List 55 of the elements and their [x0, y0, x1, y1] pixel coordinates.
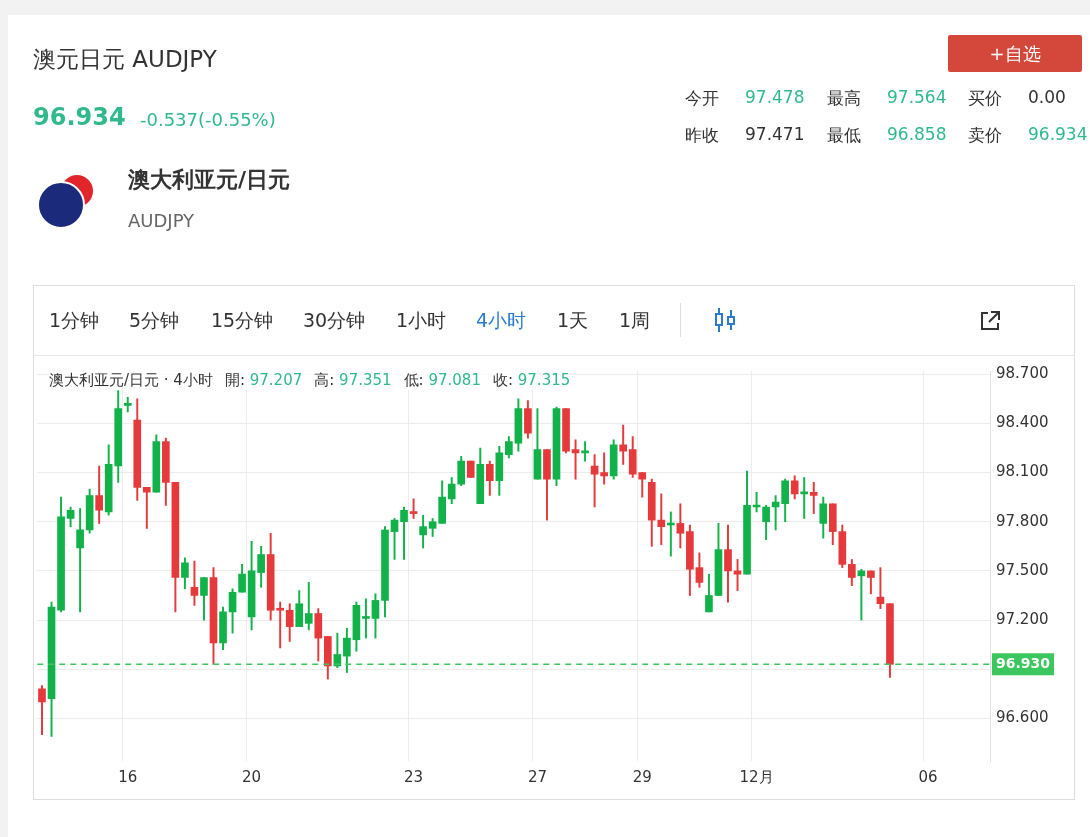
text: +自选 — [948, 35, 1082, 72]
annotation: 高: — [314, 371, 335, 389]
y-tick-label: 98.400 — [996, 413, 1049, 432]
text: 97.471 — [745, 124, 805, 144]
chart-title: 澳元日元 AUDJPY — [33, 45, 217, 74]
x-tick-label: 23 — [404, 767, 424, 786]
y-tick-label: 97.800 — [996, 511, 1049, 530]
y-tick-label: 97.200 — [996, 609, 1049, 628]
x-tick-label: 16 — [118, 767, 138, 786]
annotation: 97.081 — [428, 371, 481, 389]
y-tick-label: 98.100 — [996, 462, 1049, 481]
text: 97.564 — [887, 87, 947, 107]
annotation: 97.351 — [339, 371, 392, 389]
text: 澳大利亚元/日元 — [128, 166, 291, 194]
text: 4小时 — [476, 308, 527, 333]
chart-subtitle: 澳大利亚元/日元 · 4小时 — [49, 371, 213, 390]
text: 96.934 — [33, 103, 126, 131]
text: AUDJPY — [128, 210, 195, 231]
text: 0.00 — [1028, 87, 1066, 107]
text: 5分钟 — [129, 308, 180, 333]
text: 1分钟 — [49, 308, 100, 333]
x-tick-label: 20 — [242, 767, 262, 786]
text: 昨收 — [685, 124, 719, 147]
text: 1天 — [557, 308, 589, 333]
x-tick-label: 06 — [918, 767, 938, 786]
annotation: 開: — [224, 371, 245, 389]
y-tick-label: 97.500 — [996, 560, 1049, 579]
annotation: 低: — [403, 371, 424, 389]
candlestick — [571, 439, 580, 480]
text: 30分钟 — [303, 308, 366, 333]
candlestick — [276, 601, 285, 649]
y-tick-label: 96.600 — [996, 708, 1049, 727]
text: 15分钟 — [211, 308, 274, 333]
annotation: 97.207 — [249, 371, 303, 389]
y-tick-label: 98.700 — [996, 364, 1049, 383]
ref-line-label: 96.930 — [996, 654, 1051, 671]
x-tick-label: 12月 — [739, 767, 774, 786]
text: 买价 — [968, 87, 1002, 110]
text: 最高 — [827, 87, 861, 110]
text: 1周 — [619, 308, 651, 333]
x-tick-label: 27 — [527, 767, 547, 786]
text: 1小时 — [396, 308, 447, 333]
candlestick — [809, 482, 818, 514]
text: -0.537(-0.55%) — [140, 109, 276, 130]
text: 最低 — [827, 124, 861, 147]
text: 96.858 — [887, 124, 947, 144]
x-tick-label: 29 — [632, 767, 652, 786]
text: 卖价 — [968, 124, 1002, 147]
text: 96.934 — [1028, 124, 1088, 144]
text: 97.478 — [745, 87, 805, 107]
annotation: 97.315 — [517, 371, 571, 389]
candlestick — [409, 498, 418, 519]
text: 今开 — [685, 87, 719, 110]
annotation: 收: — [492, 371, 513, 389]
candlestick — [362, 598, 370, 639]
